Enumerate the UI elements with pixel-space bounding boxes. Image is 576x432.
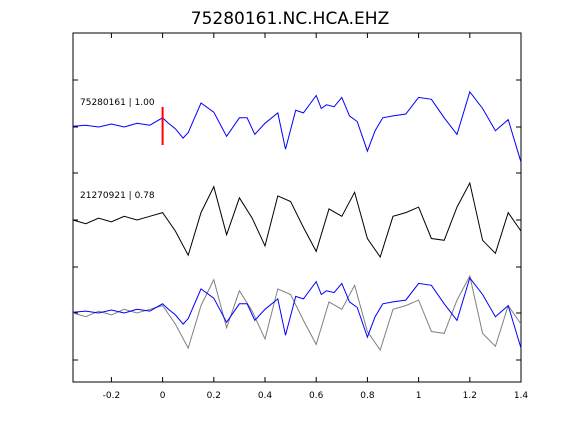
chart-title: 75280161.NC.HCA.EHZ	[191, 9, 389, 29]
x-tick-label: 1	[416, 391, 422, 401]
x-tick-label: 0	[160, 391, 166, 401]
trace-layer	[72, 90, 522, 352]
trace-2	[72, 276, 522, 349]
trace-1	[72, 181, 522, 259]
x-tick-label: 0.4	[258, 391, 273, 401]
x-tick-label: 1.2	[463, 391, 477, 401]
x-tick-label: 0.6	[309, 391, 324, 401]
x-axis-ticks: -0.2 0 0.2 0.4 0.6 0.8 1 1.2 1.4	[103, 33, 529, 401]
x-tick-label: 0.8	[360, 391, 375, 401]
plot-frame	[72, 32, 522, 383]
overlay-template-trace	[72, 274, 522, 352]
x-tick-label: 0.2	[207, 391, 221, 401]
x-tick-label: 1.4	[514, 391, 529, 401]
trace-label: 75280161 | 1.00	[80, 98, 155, 108]
y-axis-ticks	[73, 79, 521, 361]
trace-labels: 75280161 | 1.00 21270921 | 0.78	[80, 98, 155, 201]
x-tick-label: -0.2	[103, 391, 121, 401]
trace-label: 21270921 | 0.78	[80, 191, 155, 201]
